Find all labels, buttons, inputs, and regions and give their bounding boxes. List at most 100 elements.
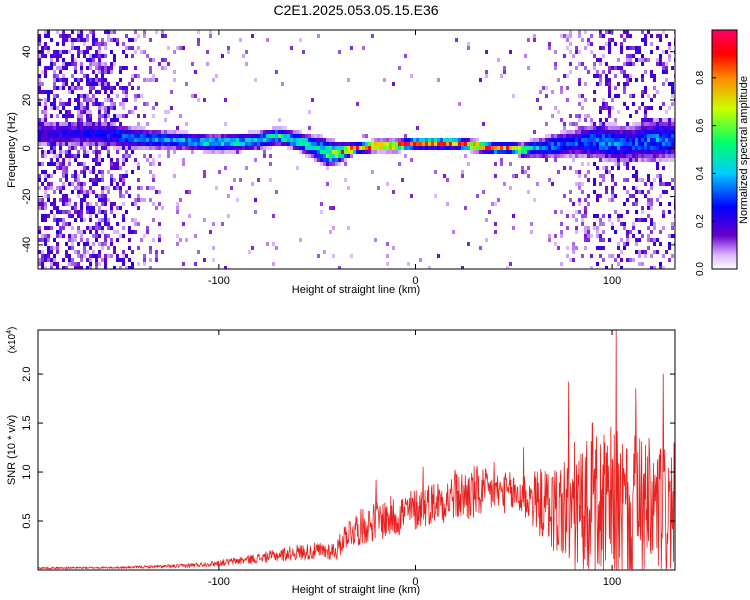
spectrogram-cell <box>38 230 41 234</box>
spectrogram-cell <box>500 158 503 162</box>
spectrogram-cell <box>41 170 44 174</box>
spectrogram-cell <box>323 250 326 254</box>
spectrogram-cell <box>578 118 581 122</box>
spectrogram-cell <box>500 74 503 78</box>
spectrogram-cell <box>56 242 59 246</box>
spectrogram-cell <box>560 150 563 154</box>
spectrogram-cell <box>53 78 56 82</box>
spectrogram-cell <box>38 262 41 266</box>
spectrogram-cell <box>131 130 134 134</box>
spectrogram-cell <box>71 238 74 242</box>
spectrogram-cell <box>551 138 554 142</box>
spectrogram-cell <box>71 246 74 250</box>
spectrogram-cell <box>86 50 89 54</box>
spectrogram-cell <box>59 178 62 182</box>
spectrogram-cell <box>83 98 86 102</box>
spectrogram-cell <box>668 134 671 138</box>
spectrogram-cell <box>539 146 542 150</box>
spectrogram-cell <box>638 134 641 138</box>
spectrogram-cell <box>287 146 290 150</box>
spectrogram-cell <box>239 142 242 146</box>
spectrogram-cell <box>413 138 416 142</box>
spectrogram-cell <box>89 146 92 150</box>
spectrogram-cell <box>644 122 647 126</box>
spectrogram-cell <box>53 206 56 210</box>
spectrogram-cell <box>266 134 269 138</box>
spectrogram-cell <box>59 166 62 170</box>
spectrogram-cell <box>41 214 44 218</box>
spectrogram-cell <box>74 210 77 214</box>
spectrogram-cell <box>77 38 80 42</box>
spectrogram-cell <box>143 234 146 238</box>
spectrogram-cell <box>71 138 74 142</box>
spectrogram-cell <box>584 146 587 150</box>
spectrogram-cell <box>611 146 614 150</box>
spectrogram-cell <box>47 150 50 154</box>
spectrogram-cell <box>107 246 110 250</box>
spectrogram-cell <box>74 202 77 206</box>
spectrogram-cell <box>623 62 626 66</box>
spectrogram-cell <box>383 78 386 82</box>
spectrogram-cell <box>545 150 548 154</box>
spectrogram-cell <box>338 142 341 146</box>
spectrogram-cell <box>257 142 260 146</box>
spectrogram-cell <box>86 194 89 198</box>
spectrogram-cell <box>125 150 128 154</box>
spectrogram-cell <box>179 114 182 118</box>
spectrogram-cell <box>122 226 125 230</box>
spectrogram-cell <box>110 118 113 122</box>
spectrogram-cell <box>140 142 143 146</box>
spectrogram-cell <box>608 146 611 150</box>
spectrogram-cell <box>248 250 251 254</box>
spectrogram-cell <box>128 186 131 190</box>
spectrogram-cell <box>50 246 53 250</box>
spectrogram-cell <box>647 154 650 158</box>
spectrogram-cell <box>146 142 149 146</box>
spectrogram-cell <box>575 230 578 234</box>
spectrogram-cell <box>488 210 491 214</box>
spectrogram-cell <box>185 138 188 142</box>
spectrogram-cell <box>107 154 110 158</box>
spectrogram-cell <box>578 134 581 138</box>
spectrogram-cell <box>182 146 185 150</box>
spectrogram-cell <box>668 106 671 110</box>
spectrogram-cell <box>194 146 197 150</box>
spectrogram-cell <box>320 134 323 138</box>
spectrogram-cell <box>95 162 98 166</box>
spectrogram-cell <box>209 146 212 150</box>
spectrogram-cell <box>572 214 575 218</box>
spectrogram-cell <box>620 46 623 50</box>
spectrogram-cell <box>44 102 47 106</box>
spectrogram-cell <box>92 58 95 62</box>
spectrogram-cell <box>641 146 644 150</box>
spectrogram-cell <box>71 146 74 150</box>
spectrogram-cell <box>572 54 575 58</box>
spectrogram-cell <box>146 54 149 58</box>
spectrogram-cell <box>122 258 125 262</box>
spectrogram-cell <box>599 126 602 130</box>
spectrogram-cell <box>47 142 50 146</box>
spectrogram-cell <box>578 82 581 86</box>
spectrogram-cell <box>71 114 74 118</box>
spectrogram-cell <box>260 134 263 138</box>
spectrogram-cell <box>644 114 647 118</box>
spectrogram-cell <box>89 130 92 134</box>
spectrogram-cell <box>647 126 650 130</box>
spectrogram-cell <box>470 150 473 154</box>
spectrogram-cell <box>80 238 83 242</box>
spectrogram-cell <box>386 142 389 146</box>
spectrogram-cell <box>269 162 272 166</box>
spectrogram-cell <box>347 186 350 190</box>
spectrogram-cell <box>50 130 53 134</box>
spectrogram-cell <box>209 134 212 138</box>
spectrogram-cell <box>485 150 488 154</box>
spectrogram-cell <box>101 146 104 150</box>
spectrogram-cell <box>227 146 230 150</box>
spectrogram-cell <box>125 126 128 130</box>
spectrogram-cell <box>593 62 596 66</box>
spectrogram-cell <box>590 154 593 158</box>
spectrogram-cell <box>251 246 254 250</box>
spectrogram-cell <box>164 130 167 134</box>
spectrogram-cell <box>203 170 206 174</box>
spectrogram-cell <box>110 86 113 90</box>
